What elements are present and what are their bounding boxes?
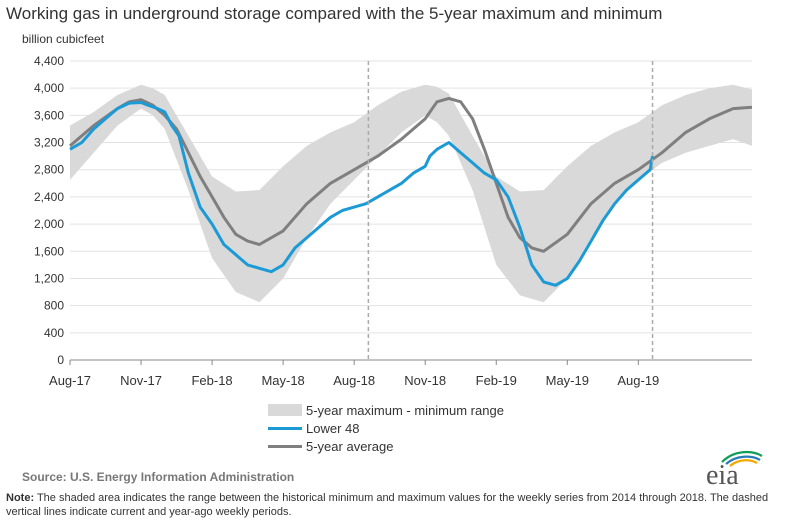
chart-note: Note: The shaded area indicates the rang… (6, 491, 778, 519)
y-tick-label: 2,400 (34, 190, 64, 204)
legend-item-lower48: Lower 48 (268, 419, 504, 437)
eia-logo: eia (706, 450, 763, 488)
y-tick-label: 4,400 (34, 54, 64, 68)
legend-item-average: 5-year average (268, 437, 504, 455)
source-text: Source: U.S. Energy Information Administ… (22, 470, 295, 484)
legend-swatch-average (268, 444, 302, 448)
x-tick-label: Aug-17 (49, 373, 91, 388)
chart-title: Working gas in underground storage compa… (6, 4, 663, 23)
y-tick-label: 1,200 (34, 271, 64, 285)
y-tick-label: 1,600 (34, 244, 64, 258)
legend: 5-year maximum - minimum range Lower 48 … (268, 401, 504, 455)
x-tick-label: Nov-17 (120, 373, 162, 388)
y-tick-label: 0 (57, 353, 64, 367)
y-tick-label: 3,200 (34, 136, 64, 150)
eia-logo-text: eia (706, 460, 739, 488)
legend-swatch-range (268, 404, 302, 416)
legend-item-range: 5-year maximum - minimum range (268, 401, 504, 419)
x-tick-label: Aug-18 (333, 373, 375, 388)
y-tick-label: 3,600 (34, 108, 64, 122)
legend-label-average: 5-year average (306, 438, 394, 454)
note-label: Note: (6, 492, 35, 504)
x-tick-labels: Aug-17 Nov-17 Feb-18 May-18 Aug-18 Nov-18 Feb-… (49, 360, 659, 388)
legend-label-range: 5-year maximum - minimum range (306, 402, 504, 418)
x-tick-label: Nov-18 (404, 373, 446, 388)
x-tick-label: May-18 (261, 373, 304, 388)
y-tick-labels: 0 400 800 1,200 1,600 2,000 2,400 2,800 3,200 3,6… (34, 54, 64, 367)
note-text: The shaded area indicates the range betw… (6, 492, 769, 518)
y-tick-label: 2,800 (34, 163, 64, 177)
x-tick-label: Aug-19 (617, 373, 659, 388)
x-tick-label: May-19 (546, 373, 589, 388)
y-tick-label: 4,000 (34, 81, 64, 95)
plot-area (69, 61, 753, 360)
lower48-line (69, 101, 654, 287)
y-tick-label: 400 (44, 326, 64, 340)
y-tick-label: 2,000 (34, 217, 64, 231)
storage-chart: 0 400 800 1,200 1,600 2,000 2,400 2,800 3,200 3,6… (34, 54, 753, 388)
y-tick-label: 800 (44, 299, 64, 313)
legend-swatch-lower48 (268, 426, 302, 430)
y-axis-unit-label: billion cubicfeet (22, 32, 105, 46)
x-tick-label: Feb-19 (476, 373, 517, 388)
x-tick-label: Feb-18 (191, 373, 232, 388)
range-band (70, 84, 752, 303)
legend-label-lower48: Lower 48 (306, 420, 360, 436)
